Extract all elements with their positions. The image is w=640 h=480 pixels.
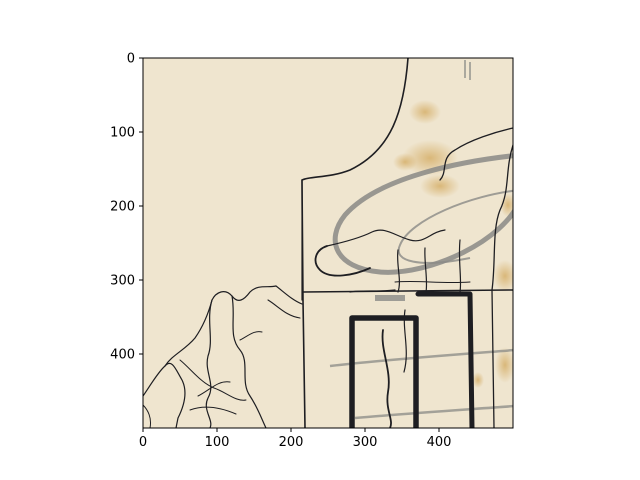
- x-tick-label: 300: [353, 435, 378, 450]
- x-tick-label: 100: [205, 435, 230, 450]
- axes-frame: [142, 57, 514, 429]
- x-tick-label: 400: [427, 435, 452, 450]
- sketch-image: [143, 58, 513, 428]
- x-tick-label: 200: [279, 435, 304, 450]
- ink-strokes: [143, 58, 513, 428]
- paper-background: [143, 58, 513, 428]
- y-axis: 0 100 200 300 400: [110, 52, 143, 363]
- x-axis: 0 100 200 300 400: [139, 428, 452, 450]
- y-tick-label: 0: [127, 52, 135, 67]
- x-tick-label: 0: [139, 435, 147, 450]
- y-tick-label: 100: [110, 126, 135, 141]
- y-tick-label: 400: [110, 348, 135, 363]
- y-tick-label: 300: [110, 274, 135, 289]
- y-tick-label: 200: [110, 200, 135, 215]
